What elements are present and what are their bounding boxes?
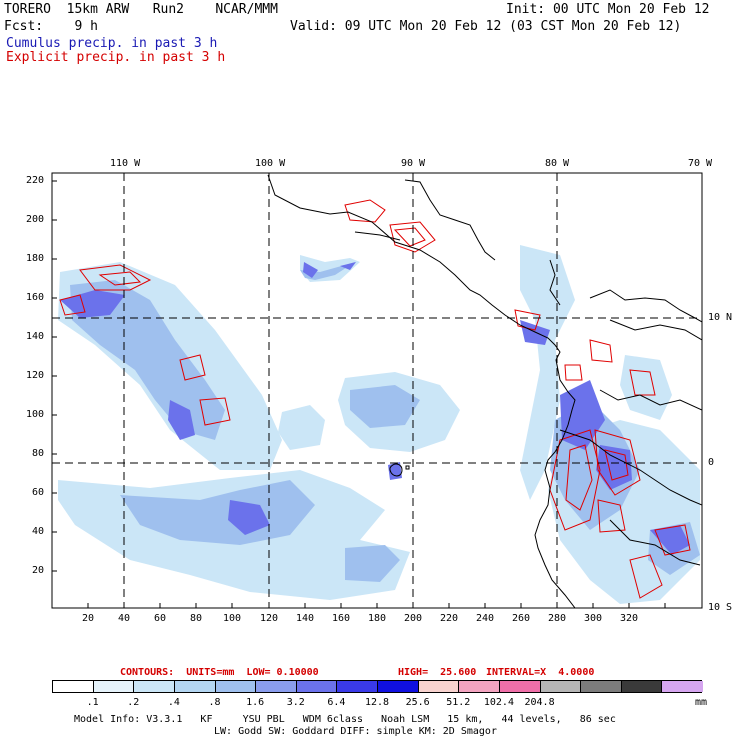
lon-label: 80 W (545, 158, 570, 169)
lon-label: 70 W (688, 158, 713, 169)
colorbar-label: .1 (86, 697, 99, 708)
colorbar-label: .4 (167, 697, 180, 708)
forecast-hour: Fcst: 9 h (4, 19, 98, 34)
x-tick-label: 260 (512, 613, 531, 624)
x-tick-label: 100 (223, 613, 242, 624)
colorbar-label: 102.4 (483, 697, 514, 708)
x-tick-label: 80 (190, 613, 203, 624)
colorbar-label: .8 (208, 697, 221, 708)
lon-label: 110 W (110, 158, 141, 169)
x-tick-label: 280 (548, 613, 567, 624)
contour-high: HIGH= 25.600 (398, 667, 477, 678)
x-tick-label: 220 (440, 613, 459, 624)
colorbar-label: 12.8 (365, 697, 390, 708)
y-tick-label: 20 (32, 565, 45, 576)
colorbar-label: .2 (127, 697, 140, 708)
colorbar-swatch (337, 681, 378, 692)
x-tick-label: 240 (476, 613, 495, 624)
x-tick-label: 200 (404, 613, 423, 624)
colorbar-label: 51.2 (446, 697, 471, 708)
physics-info: LW: Godd SW: Goddard DIFF: simple KM: 2D… (214, 726, 497, 737)
colorbar-swatch (459, 681, 500, 692)
colorbar-swatch (215, 681, 257, 692)
x-tick-label: 20 (82, 613, 95, 624)
y-tick-label: 160 (26, 292, 45, 303)
x-tick-label: 140 (296, 613, 315, 624)
lon-label: 100 W (255, 158, 286, 169)
init-time: Init: 00 UTC Mon 20 Feb 12 (506, 2, 710, 17)
contour-interval: INTERVAL=X 4.0000 (486, 667, 595, 678)
colorbar-unit: mm (695, 697, 708, 708)
model-title: TORERO 15km ARW Run2 NCAR/MMM (4, 2, 278, 17)
x-tick-label: 60 (154, 613, 167, 624)
valid-time: Valid: 09 UTC Mon 20 Feb 12 (03 CST Mon … (290, 19, 682, 34)
colorbar-label: 1.6 (246, 697, 265, 708)
x-tick-label: 40 (118, 613, 131, 624)
colorbar-swatch (296, 681, 338, 692)
model-info: Model Info: V3.3.1 KF YSU PBL WDM 6class… (74, 714, 616, 725)
axis-ticks (52, 180, 666, 608)
y-tick-label: 200 (26, 214, 45, 225)
x-tick-label: 120 (260, 613, 279, 624)
explicit-precip-contours (59, 199, 691, 599)
colorbar-label: 6.4 (327, 697, 346, 708)
colorbar-swatch (540, 681, 582, 692)
colorbar-swatch (581, 681, 622, 692)
y-tick-label: 80 (32, 448, 45, 459)
y-tick-label: 100 (26, 409, 45, 420)
y-tick-label: 60 (32, 487, 45, 498)
y-tick-label: 40 (32, 526, 45, 537)
colorbar-swatch (499, 681, 541, 692)
lat-label: 10 S (708, 602, 733, 613)
lat-lon-grid (52, 173, 702, 608)
coastlines (267, 174, 702, 608)
x-tick-label: 160 (332, 613, 351, 624)
contour-units: CONTOURS: UNITS=mm LOW= 0.10000 (120, 667, 319, 678)
colorbar-swatch (53, 681, 94, 692)
lat-label: 0 (708, 457, 715, 468)
colorbar-swatch (621, 681, 663, 692)
colorbar-swatch (662, 681, 703, 692)
colorbar-swatch (174, 681, 216, 692)
cumulus-legend: Cumulus precip. in past 3 h (6, 36, 218, 51)
explicit-legend: Explicit precip. in past 3 h (6, 50, 226, 65)
colorbar-swatch (134, 681, 175, 692)
precip-heavy (60, 262, 690, 555)
colorbar-swatch (93, 681, 135, 692)
colorbar-swatch (418, 681, 460, 692)
y-tick-label: 180 (26, 253, 45, 264)
colorbar-label: 3.2 (286, 697, 305, 708)
x-tick-label: 300 (584, 613, 603, 624)
colorbar-swatch (378, 681, 419, 692)
lon-label: 90 W (401, 158, 426, 169)
x-tick-label: 180 (368, 613, 387, 624)
y-tick-label: 120 (26, 370, 45, 381)
y-tick-label: 220 (26, 175, 45, 186)
y-tick-label: 140 (26, 331, 45, 342)
x-tick-label: 320 (620, 613, 639, 624)
colorbar-swatch (256, 681, 297, 692)
lat-label: 10 N (708, 312, 733, 323)
colorbar-label: 204.8 (524, 697, 555, 708)
colorbar-label: 25.6 (405, 697, 430, 708)
colorbar (52, 680, 703, 693)
